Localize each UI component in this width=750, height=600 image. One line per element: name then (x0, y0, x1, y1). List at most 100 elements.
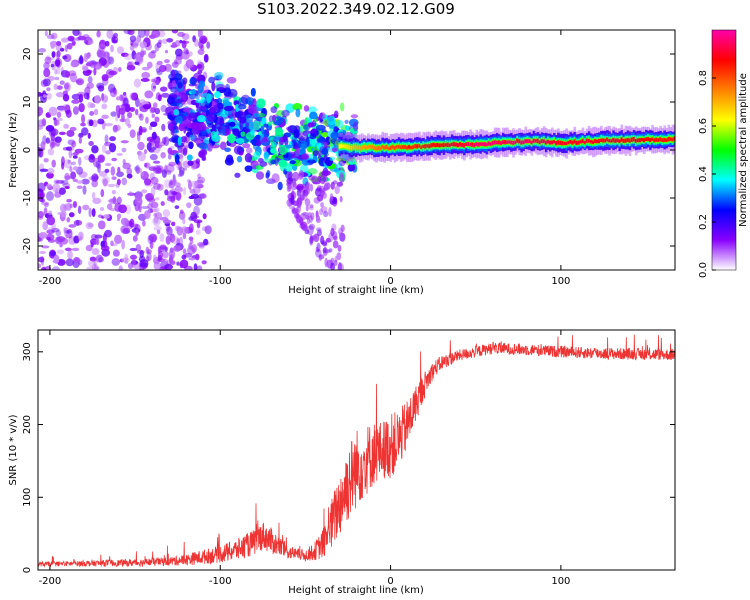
snr-panel: -200 -100 0 100 0 100 200 300 Height of straig… (8, 329, 676, 596)
heatmap-cell (239, 116, 247, 124)
heatmap-cell (78, 56, 84, 65)
heatmap-cell (165, 235, 171, 245)
heatmap-cell (81, 114, 86, 124)
heatmap-cell (256, 98, 266, 109)
heatmap-cell (231, 128, 240, 133)
heatmap-cell (179, 209, 184, 214)
heatmap-cell (346, 144, 350, 150)
heatmap-cell (38, 91, 42, 97)
heatmap-cell (247, 104, 257, 114)
y-tick-label: 20 (22, 48, 33, 61)
heatmap-cell (227, 133, 236, 144)
heatmap-cell (271, 173, 280, 183)
heatmap-cell (187, 51, 193, 57)
x-tick-label: -100 (209, 576, 232, 587)
heatmap-cell (140, 77, 150, 82)
heatmap-cell (46, 216, 56, 226)
heatmap-cell (337, 244, 342, 252)
heatmap-cell (544, 140, 548, 145)
heatmap-cell (150, 50, 157, 54)
heatmap-cell (146, 61, 153, 69)
heatmap-cell (38, 146, 43, 156)
heatmap-cell (38, 232, 48, 239)
heatmap-cell (224, 157, 234, 166)
heatmap-cell (171, 41, 177, 48)
heatmap-cell (274, 156, 279, 166)
heatmap-cell (201, 226, 208, 232)
heatmap-cell (78, 31, 82, 37)
heatmap-cell (114, 234, 123, 245)
heatmap-cell (115, 96, 121, 101)
heatmap-cell (426, 144, 429, 148)
heatmap-cell (134, 108, 139, 116)
heatmap-cell (111, 189, 117, 195)
heatmap-cell (41, 118, 47, 127)
heatmap-cell (244, 153, 253, 163)
heatmap-cell (56, 117, 63, 122)
heatmap-cell (195, 158, 201, 165)
heatmap-cell (42, 266, 47, 270)
heatmap-cell (339, 102, 345, 112)
heatmap-cell (214, 90, 221, 99)
heatmap-cell (62, 104, 71, 111)
heatmap-cell (175, 191, 182, 202)
heatmap-cell (659, 137, 662, 142)
heatmap-cell (153, 213, 157, 217)
heatmap-cell (350, 145, 354, 150)
heatmap-cell (98, 39, 107, 50)
heatmap-cell (152, 102, 158, 109)
heatmap-cell (169, 179, 174, 186)
heatmap-cell (121, 147, 127, 153)
heatmap-cell (167, 113, 172, 120)
heatmap-cell (120, 52, 129, 57)
heatmap-cell (339, 232, 346, 242)
heatmap-cell (267, 121, 273, 126)
heatmap-cell (181, 40, 187, 49)
heatmap-cell (270, 159, 276, 165)
heatmap-cell (55, 92, 65, 98)
heatmap-cell (604, 138, 607, 143)
heatmap-cell (170, 128, 175, 136)
heatmap-cell (308, 175, 315, 181)
heatmap-cell (218, 107, 223, 113)
heatmap-cell (95, 254, 103, 263)
heatmap-cell (457, 143, 460, 148)
heatmap-cell (190, 88, 197, 95)
heatmap-cell (420, 145, 423, 149)
snr-marks (38, 334, 675, 568)
heatmap-cell (110, 166, 116, 176)
heatmap-cell (116, 196, 122, 205)
heatmap-cell (72, 155, 78, 159)
heatmap-cell (171, 61, 179, 68)
heatmap-cell (46, 87, 51, 92)
heatmap-cell (121, 257, 130, 263)
heatmap-cell (92, 197, 102, 205)
heatmap-cell (82, 66, 89, 72)
heatmap-cell (149, 121, 158, 128)
heatmap-cell (188, 195, 196, 200)
heatmap-cell (195, 90, 200, 101)
heatmap-cell (551, 140, 554, 145)
heatmap-cell (133, 78, 141, 88)
heatmap-cell (278, 145, 288, 156)
heatmap-cell (194, 253, 200, 261)
heatmap-cell (339, 195, 343, 203)
heatmap-cell (85, 62, 92, 67)
heatmap-cell (40, 141, 46, 150)
heatmap-cell (204, 225, 212, 235)
heatmap-cell (135, 97, 140, 108)
heatmap-cell (198, 142, 209, 150)
heatmap-cell (328, 207, 332, 217)
heatmap-cell (330, 131, 340, 140)
heatmap-cell (53, 254, 60, 264)
heatmap-cell (99, 207, 105, 212)
heatmap-cell (261, 117, 267, 126)
heatmap-cell (189, 77, 197, 85)
heatmap-cell (174, 115, 183, 124)
heatmap-cell (569, 140, 573, 144)
heatmap-cell (215, 83, 226, 91)
heatmap-cell (112, 124, 118, 133)
heatmap-cell (195, 229, 201, 235)
heatmap-cell (375, 146, 378, 151)
heatmap-cell (129, 191, 133, 197)
